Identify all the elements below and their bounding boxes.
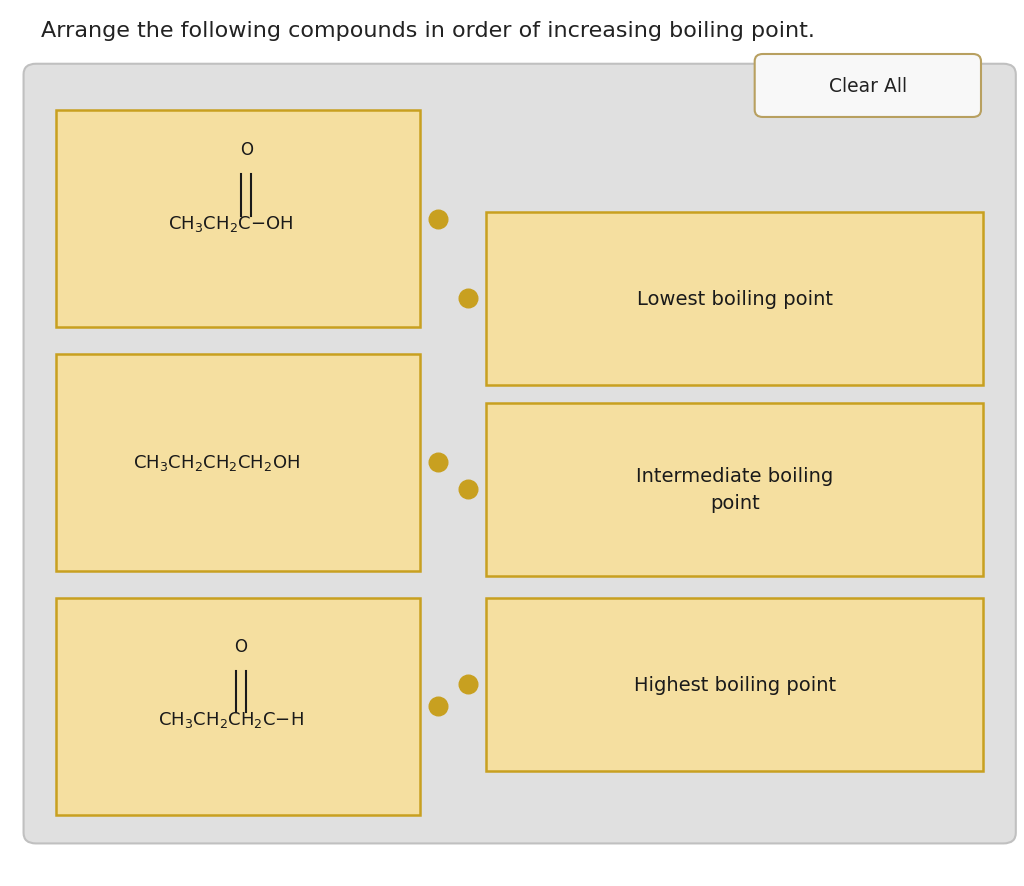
Text: Intermediate boiling
point: Intermediate boiling point (636, 467, 834, 512)
Bar (56, 598, 420, 815)
Bar (486, 213, 983, 385)
Text: $\mathregular{CH_3CH_2CH_2CH_2OH}$: $\mathregular{CH_3CH_2CH_2CH_2OH}$ (133, 453, 300, 473)
Point (430, 700, 446, 714)
Text: O: O (234, 637, 248, 655)
Bar (56, 354, 420, 571)
Bar (56, 111, 420, 328)
FancyBboxPatch shape (24, 65, 1016, 843)
Text: Clear All: Clear All (828, 77, 907, 96)
Text: O: O (240, 141, 253, 159)
Point (460, 677, 476, 691)
Bar (486, 598, 983, 771)
Point (430, 455, 446, 470)
FancyBboxPatch shape (755, 55, 981, 118)
Text: Highest boiling point: Highest boiling point (634, 675, 836, 694)
Text: $\mathregular{CH_3CH_2C{-}OH}$: $\mathregular{CH_3CH_2C{-}OH}$ (168, 214, 293, 234)
Point (460, 482, 476, 496)
Point (460, 292, 476, 307)
Point (430, 213, 446, 227)
Text: Arrange the following compounds in order of increasing boiling point.: Arrange the following compounds in order… (41, 21, 815, 41)
Bar (486, 403, 983, 576)
Text: $\mathregular{CH_3CH_2CH_2C{-}H}$: $\mathregular{CH_3CH_2CH_2C{-}H}$ (158, 710, 304, 729)
Text: Lowest boiling point: Lowest boiling point (637, 290, 833, 308)
